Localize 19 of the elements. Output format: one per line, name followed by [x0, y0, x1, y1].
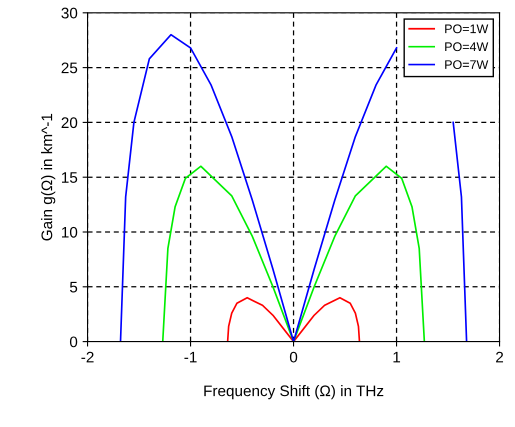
line-series: [226, 296, 360, 342]
y-tick-label: 30: [61, 8, 78, 18]
y-tick-label: 15: [62, 172, 78, 183]
y-tick-label: 0: [70, 336, 78, 348]
y-axis-title: Gain g(Ω) in km^-1: [41, 114, 56, 240]
line-series: [162, 165, 426, 342]
x-axis-title: Frequency Shift (Ω) in THz: [204, 385, 384, 400]
y-tick-label: 5: [70, 282, 78, 292]
x-tick-label: 0: [290, 352, 298, 363]
x-tick-label: -1: [184, 352, 197, 362]
legend-label: PO=1W: [445, 24, 488, 34]
legend-label: PO=4W: [445, 42, 488, 52]
legend-label: PO=7W: [445, 60, 488, 70]
x-tick-label: -2: [81, 352, 94, 362]
y-tick-label: 25: [62, 62, 78, 74]
y-tick-label: 10: [62, 226, 78, 238]
y-tick-label: 20: [62, 117, 78, 128]
x-tick-label: 1: [393, 352, 400, 362]
x-tick-label: 2: [496, 352, 504, 362]
